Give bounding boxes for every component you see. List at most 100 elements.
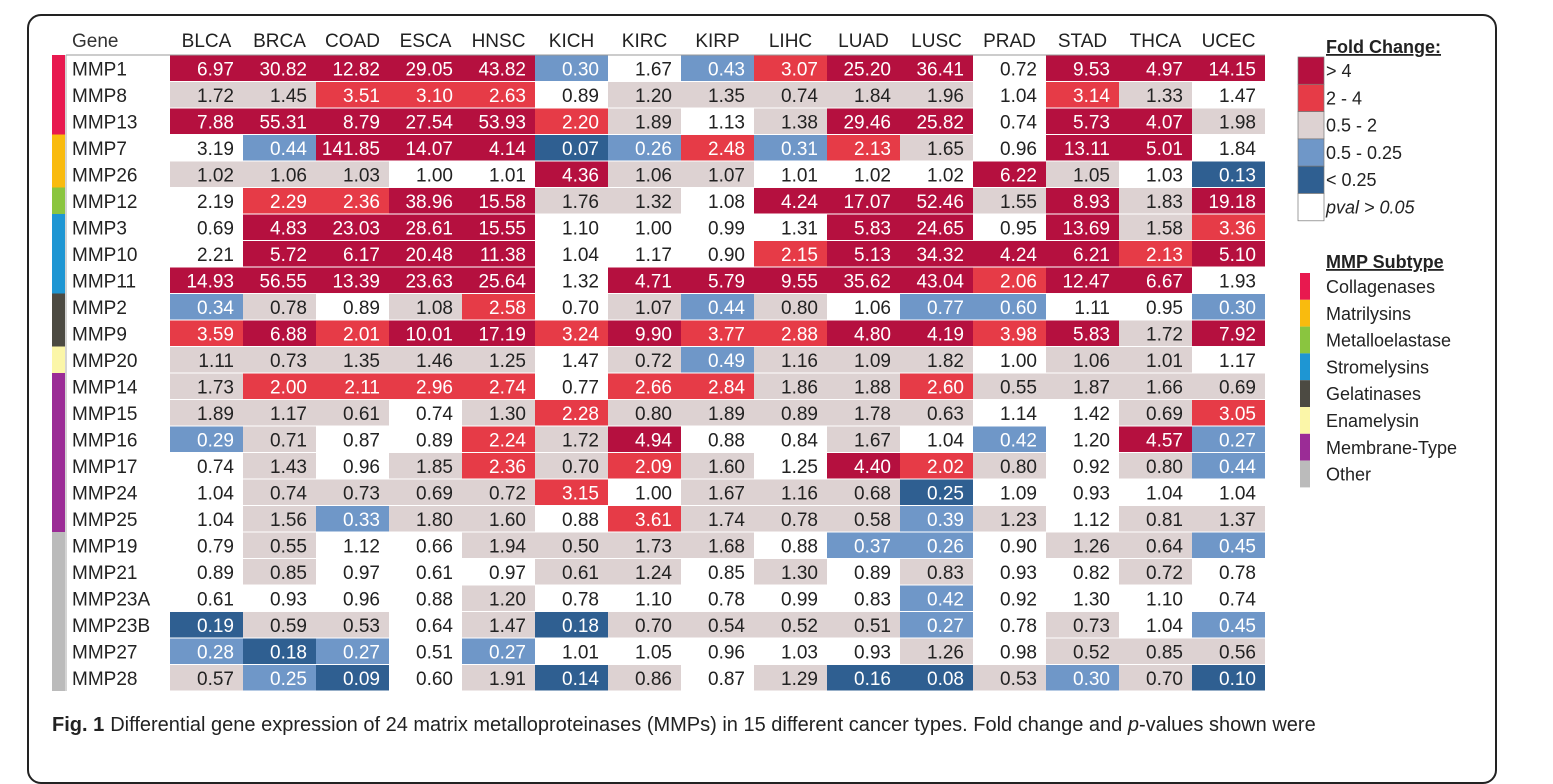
cell-value-label: 25.20 (843, 59, 891, 80)
cell-value-label: 0.18 (270, 642, 307, 663)
cell-value-label: 5.83 (854, 218, 891, 239)
heatmap-cell (389, 612, 462, 638)
cell-value-label: 1.65 (927, 139, 964, 160)
cell-value-label: 1.04 (197, 483, 234, 504)
heatmap-cell (316, 108, 389, 134)
cell-value-label: 43.82 (478, 59, 526, 80)
subtype-legend-label: Metalloelastase (1326, 331, 1451, 351)
subtype-bar-segment (52, 293, 65, 320)
heatmap-cell (462, 82, 535, 108)
heatmap-cell (900, 188, 973, 214)
cell-value-label: 0.72 (1000, 59, 1037, 80)
cell-value-label: 0.27 (343, 642, 380, 663)
heatmap-cell (1192, 479, 1265, 505)
heatmap-cell (1046, 559, 1119, 585)
heatmap-cell (1119, 188, 1192, 214)
heatmap-cell (827, 665, 900, 691)
cell-value-label: 10.01 (405, 324, 453, 345)
heatmap-cell (316, 638, 389, 664)
cell-value-label: 1.20 (1073, 430, 1110, 451)
cell-value-label: 0.70 (562, 457, 599, 478)
cell-value-label: 0.52 (1073, 642, 1110, 663)
subtype-bar-segment (52, 161, 65, 188)
cell-value-label: 0.93 (270, 589, 307, 610)
subtype-bar-segment (52, 585, 65, 612)
cell-value-label: 7.88 (197, 112, 234, 133)
heatmap-cell (535, 585, 608, 611)
cell-value-label: 0.61 (343, 404, 380, 425)
heatmap-cell (535, 665, 608, 691)
cell-value-label: 2.11 (344, 377, 380, 398)
cell-value-label: 1.89 (197, 404, 234, 425)
heatmap-cell (462, 55, 535, 81)
heatmap-cell (608, 188, 681, 214)
heatmap-cell (170, 55, 243, 81)
heatmap-cell (681, 559, 754, 585)
heatmap-cell (1046, 55, 1119, 81)
heatmap-cell (389, 241, 462, 267)
cell-value-label: 0.71 (270, 430, 307, 451)
heatmap-cell (1119, 665, 1192, 691)
heatmap-cell (973, 108, 1046, 134)
heatmap-cell (754, 188, 827, 214)
heatmap-cell (608, 373, 681, 399)
cell-value-label: 1.02 (854, 165, 891, 186)
cell-value-label: 0.63 (927, 404, 964, 425)
heatmap-cell (1046, 82, 1119, 108)
gene-label: MMP16 (72, 430, 137, 451)
heatmap-cell (389, 479, 462, 505)
cell-value-label: 0.82 (1073, 563, 1110, 584)
heatmap-cell (900, 267, 973, 293)
cell-value-label: 1.56 (270, 510, 307, 531)
cell-value-label: 4.71 (635, 271, 672, 292)
subtype-bar-segment (52, 638, 65, 665)
cell-value-label: 0.69 (197, 218, 234, 239)
heatmap-cell (316, 55, 389, 81)
cell-value-label: 0.92 (1073, 457, 1110, 478)
cell-value-label: 1.05 (1073, 165, 1110, 186)
heatmap-cell (1046, 585, 1119, 611)
heatmap-cell (1046, 188, 1119, 214)
column-header: KIRC (622, 31, 667, 52)
heatmap-cell (754, 241, 827, 267)
cell-value-label: 0.30 (1073, 669, 1110, 690)
cell-value-label: 13.69 (1062, 218, 1110, 239)
heatmap-cell (462, 585, 535, 611)
heatmap-cell (389, 453, 462, 479)
cell-value-label: 23.03 (332, 218, 380, 239)
cell-value-label: 0.96 (343, 457, 380, 478)
heatmap-cell (608, 479, 681, 505)
heatmap-cell (1046, 135, 1119, 161)
heatmap-cell (900, 214, 973, 240)
heatmap-cell (827, 294, 900, 320)
cell-value-label: 0.74 (1000, 112, 1037, 133)
cell-value-label: 0.90 (708, 245, 745, 266)
heatmap-cell (827, 108, 900, 134)
mmp-heatmap: Gene BLCA BRCA COAD ESCA HNSC KICH KIRC KIRP LIHC… (52, 31, 1457, 691)
cell-value-label: 0.89 (854, 563, 891, 584)
heatmap-cell (1192, 320, 1265, 346)
cell-value-label: 15.58 (478, 192, 526, 213)
cell-value-label: 1.04 (1146, 616, 1183, 637)
cell-value-label: 2.21 (197, 245, 234, 266)
heatmap-cell (462, 479, 535, 505)
cell-value-label: 2.01 (343, 324, 380, 345)
heatmap-cell (535, 55, 608, 81)
heatmap-cell (1046, 373, 1119, 399)
cell-value-label: 0.88 (708, 430, 745, 451)
heatmap-cell (1119, 612, 1192, 638)
cell-value-label: 0.19 (197, 616, 234, 637)
heatmap-cell (973, 320, 1046, 346)
heatmap-cell (389, 161, 462, 187)
heatmap-cell (462, 347, 535, 373)
heatmap-cell (462, 373, 535, 399)
cell-value-label: 0.78 (1000, 616, 1037, 637)
column-header: LUSC (911, 31, 962, 52)
cell-value-label: 4.80 (854, 324, 891, 345)
subtype-bar-segment (52, 532, 65, 559)
column-header: THCA (1130, 31, 1182, 52)
heatmap-cell (827, 82, 900, 108)
gene-label: MMP28 (72, 669, 137, 690)
heatmap-cell (1119, 585, 1192, 611)
heatmap-cell (900, 135, 973, 161)
